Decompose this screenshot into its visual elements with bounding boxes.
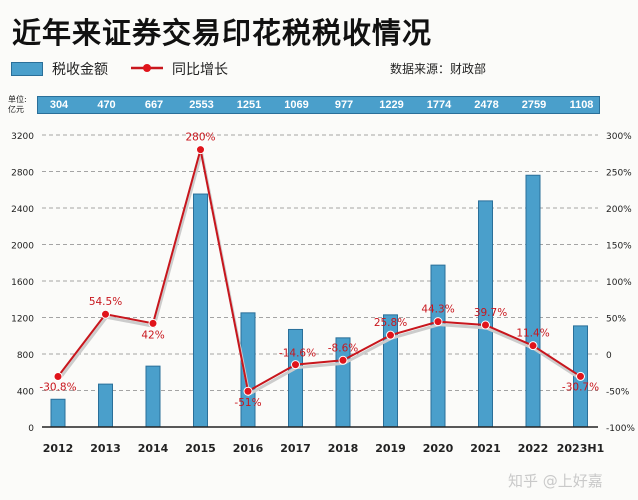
- unit-label-line2: 亿元: [8, 105, 24, 114]
- strip-value: 1774: [426, 99, 452, 111]
- watermark: 知乎 @上好嘉: [508, 472, 603, 490]
- left-axis-tick: 2400: [11, 205, 34, 215]
- left-axis-tick: 2800: [11, 169, 34, 179]
- growth-label: 11.4%: [516, 328, 549, 340]
- growth-label: 54.5%: [89, 296, 122, 308]
- right-axis-tick: 150%: [606, 242, 632, 252]
- right-axis-tick: -100%: [606, 424, 635, 434]
- right-axis-tick: 0: [606, 351, 612, 361]
- bar-2020: [430, 264, 446, 428]
- growth-label: 25.8%: [374, 317, 407, 329]
- left-axis-tick: 400: [17, 388, 34, 398]
- right-axis-tick: 50%: [606, 315, 626, 325]
- x-axis-label: 2022: [518, 442, 549, 455]
- growth-point-2021: [481, 320, 490, 330]
- left-axis-tick: 1200: [11, 315, 34, 325]
- growth-label: -8.6%: [328, 342, 358, 354]
- growth-point-2018: [338, 355, 348, 365]
- bar-2022: [525, 174, 541, 428]
- legend-bar-swatch: [11, 62, 43, 76]
- strip-value: 1229: [379, 99, 404, 111]
- line-shadow: [57, 152, 583, 397]
- growth-point-2019: [386, 330, 395, 340]
- chart-title: 近年来证券交易印花税税收情况: [12, 16, 433, 50]
- strip-value: 470: [97, 99, 116, 111]
- unit-label-line1: 单位:: [8, 95, 27, 104]
- growth-label: 39.7%: [474, 307, 507, 319]
- growth-label: -51%: [234, 397, 261, 409]
- right-axis-tick: 300%: [606, 132, 632, 142]
- growth-label: 44.3%: [421, 304, 454, 316]
- x-axis-label: 2018: [328, 442, 359, 455]
- strip-value: 667: [144, 99, 164, 111]
- strip-value: 2553: [189, 99, 214, 111]
- growth-label: -30.8%: [39, 381, 76, 393]
- legend-line-label: 同比增长: [172, 62, 228, 78]
- growth-label: 42%: [141, 329, 164, 341]
- value-strip: 304 470 667 2553 1251 1069 977 1229 1774 2478 2759…: [37, 96, 600, 114]
- left-axis-tick: 2000: [11, 242, 34, 252]
- bar-2012: [50, 398, 66, 428]
- x-axis-label: 2012: [43, 442, 74, 455]
- right-axis-tick: 250%: [606, 169, 632, 179]
- growth-line: [57, 149, 582, 393]
- growth-point-2023H1: [576, 371, 585, 381]
- left-axis-tick: 0: [28, 424, 34, 434]
- strip-value: 1251: [236, 99, 262, 111]
- growth-point-2022: [528, 341, 538, 351]
- x-axis-label: 2015: [185, 442, 216, 455]
- growth-point-2014: [148, 318, 158, 328]
- left-axis-tick: 3200: [11, 132, 34, 142]
- strip-value: 1108: [569, 99, 594, 111]
- x-axis-label: 2020: [423, 442, 454, 455]
- bar-2017: [288, 328, 303, 428]
- right-axis-tick: -50%: [606, 388, 630, 398]
- growth-point-2017: [291, 360, 300, 370]
- growth-label: -30.7%: [562, 381, 599, 393]
- growth-point-2013: [101, 309, 110, 319]
- left-axis-tick: 1600: [11, 278, 34, 288]
- x-axis-label: 2023H1: [557, 442, 604, 455]
- strip-value: 1069: [284, 99, 309, 111]
- right-axis-tick: 200%: [606, 205, 632, 215]
- x-axis-label: 2021: [470, 442, 501, 455]
- bar-2015: [193, 193, 208, 428]
- strip-value: 304: [49, 99, 69, 111]
- strip-value: 2759: [521, 99, 547, 111]
- unit-label: 单位: 亿元: [8, 95, 27, 115]
- x-axis-label: 2017: [280, 442, 311, 455]
- growth-point-2020: [433, 317, 443, 327]
- growth-label: -14.6%: [279, 348, 316, 360]
- right-axis-tick: 100%: [606, 278, 632, 288]
- legend-line-swatch: [131, 64, 163, 72]
- data-source: 数据来源：财政部: [390, 62, 487, 76]
- growth-label: 280%: [185, 132, 215, 144]
- bar-2014: [145, 365, 161, 428]
- x-axis-label: 2019: [375, 442, 406, 455]
- x-axis-label: 2016: [233, 442, 264, 455]
- legend-bar-label: 税收金额: [52, 62, 108, 78]
- left-axis-tick: 800: [17, 351, 34, 361]
- strip-value: 977: [334, 99, 354, 111]
- strip-value: 2478: [474, 99, 499, 111]
- x-axis-label: 2013: [90, 442, 121, 455]
- x-axis-label: 2014: [138, 442, 169, 455]
- growth-point-2012: [53, 371, 63, 381]
- growth-point-2015: [196, 145, 205, 155]
- growth-point-2016: [243, 386, 253, 396]
- bar-2013: [98, 383, 113, 428]
